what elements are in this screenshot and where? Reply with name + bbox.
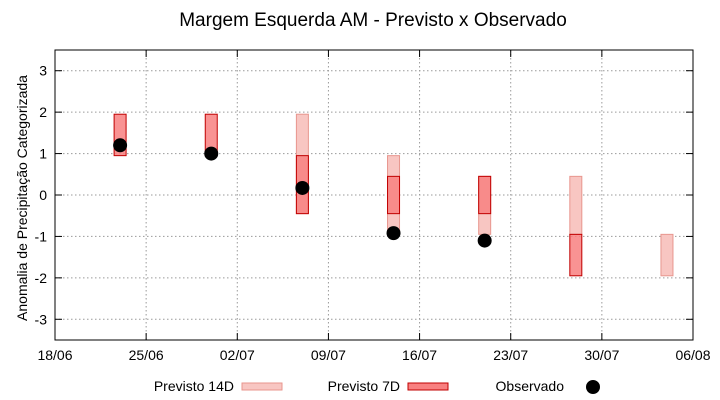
x-tick-label: 25/06 [129,347,164,363]
x-tick-label: 09/07 [311,347,346,363]
previsto-14d-bar [660,233,674,277]
y-tick-label: 3 [39,63,47,79]
previsto-7d-bar [569,233,583,277]
bar-layer [113,113,674,277]
observado-point [295,180,310,195]
observado-point [477,233,492,248]
x-tick-label: 16/07 [402,347,437,363]
point-layer [113,138,492,248]
x-tick-label: 02/07 [220,347,255,363]
x-tick-label: 30/07 [584,347,619,363]
previsto-14d-bar [569,175,583,235]
legend-previsto-7d-swatch [407,382,449,391]
observado-point [386,226,401,241]
legend: Previsto 14D Previsto 7D Observado [154,378,600,394]
x-tick-label: 18/06 [37,347,72,363]
legend-observado-swatch [586,380,600,394]
previsto-7d-bar [478,175,492,215]
chart-title: Margem Esquerda AM - Previsto x Observad… [179,10,567,31]
y-tick-label: 0 [39,187,47,203]
y-tick-label: -2 [35,270,48,286]
y-axis-label: Anomalia de Precipitação Categorizada [14,75,30,321]
legend-previsto-14d-swatch [241,382,283,391]
previsto-7d-bar [387,175,401,215]
legend-previsto-14d-label: Previsto 14D [154,378,234,394]
plot-frame [54,49,694,341]
observado-point [113,138,128,153]
legend-observado-label: Observado [496,378,565,394]
y-tick-label: 1 [39,146,47,162]
legend-previsto-7d-label: Previsto 7D [328,378,400,394]
axis-layer: 3 2 1 0 -1 -2 -3 18/06 25/06 02/07 09/07 16/07 23/07… [35,50,711,363]
y-tick-label: 2 [39,104,47,120]
x-tick-label: 23/07 [493,347,528,363]
y-tick-label: -3 [35,311,48,327]
y-tick-label: -1 [35,228,48,244]
grid-layer [55,50,693,340]
x-tick-label: 06/08 [675,347,710,363]
observado-point [204,146,219,161]
